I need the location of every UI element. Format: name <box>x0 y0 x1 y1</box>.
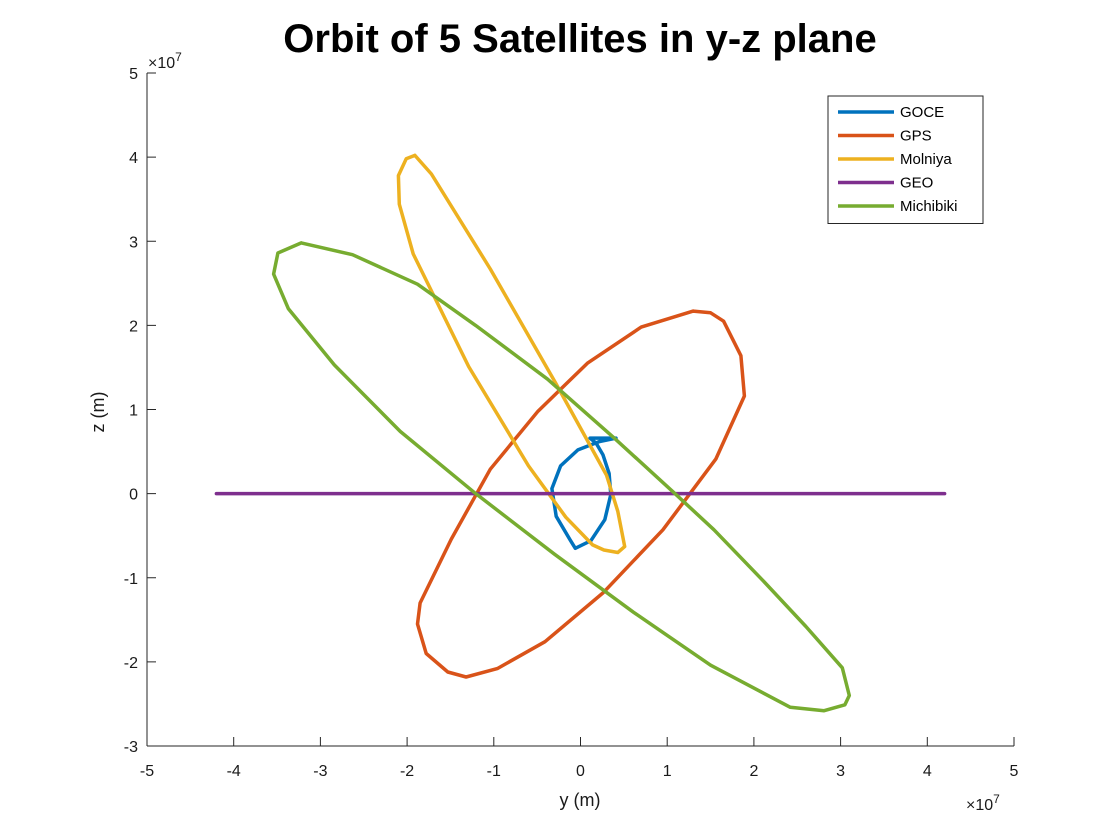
x-exponent-label: ×107 <box>966 792 1000 814</box>
plot-axes: -5 -4 -3 -2 -1 0 1 2 3 4 5 -3 -2 -1 0 1 2 3 4 5 <box>124 66 1019 780</box>
y-exponent-power: 7 <box>175 50 182 64</box>
y-tick-label: 1 <box>129 403 138 420</box>
svg-text:×107: ×107 <box>966 792 1000 814</box>
y-exponent-label: ×107 <box>148 50 182 72</box>
x-exponent-base: ×10 <box>966 797 993 814</box>
y-tick-label: 5 <box>129 66 138 83</box>
x-tick-label: -1 <box>487 763 501 780</box>
x-tick-label: 1 <box>663 763 672 780</box>
y-tick-label: -3 <box>124 739 138 756</box>
x-tick-label: -3 <box>313 763 327 780</box>
y-tick-label: -2 <box>124 655 138 672</box>
series-molniya-line <box>396 153 627 555</box>
series-goce-line <box>550 436 618 551</box>
y-tick-label: 0 <box>129 487 138 504</box>
x-tick-label: 3 <box>836 763 845 780</box>
x-exponent-power: 7 <box>993 792 1000 806</box>
legend-entry-goce: GOCE <box>900 104 944 121</box>
series-michibiki-line <box>271 241 852 713</box>
y-exponent-base: ×10 <box>148 55 175 72</box>
series-layer <box>214 153 947 713</box>
x-tick-label: -4 <box>227 763 241 780</box>
y-axis-label: z (m) <box>88 392 108 433</box>
legend: GOCE GPS Molniya GEO Michibiki <box>827 95 984 224</box>
series-gps-line <box>415 309 747 679</box>
x-tick-label: -5 <box>140 763 154 780</box>
legend-entry-molniya: Molniya <box>900 151 952 168</box>
x-tick-label: 5 <box>1010 763 1019 780</box>
y-tick-label: 3 <box>129 234 138 251</box>
x-tick-label: 0 <box>576 763 585 780</box>
chart-title: Orbit of 5 Satellites in y-z plane <box>283 17 876 61</box>
legend-entry-michibiki: Michibiki <box>900 198 958 215</box>
x-axis-label: y (m) <box>560 790 601 810</box>
y-tick-label: -1 <box>124 571 138 588</box>
y-tick-label: 2 <box>129 318 138 335</box>
x-tick-label: 2 <box>749 763 758 780</box>
y-tick-label: 4 <box>129 150 138 167</box>
legend-entry-geo: GEO <box>900 175 933 192</box>
legend-entry-gps: GPS <box>900 128 932 145</box>
x-tick-label: 4 <box>923 763 932 780</box>
x-tick-label: -2 <box>400 763 414 780</box>
svg-text:×107: ×107 <box>148 50 182 72</box>
